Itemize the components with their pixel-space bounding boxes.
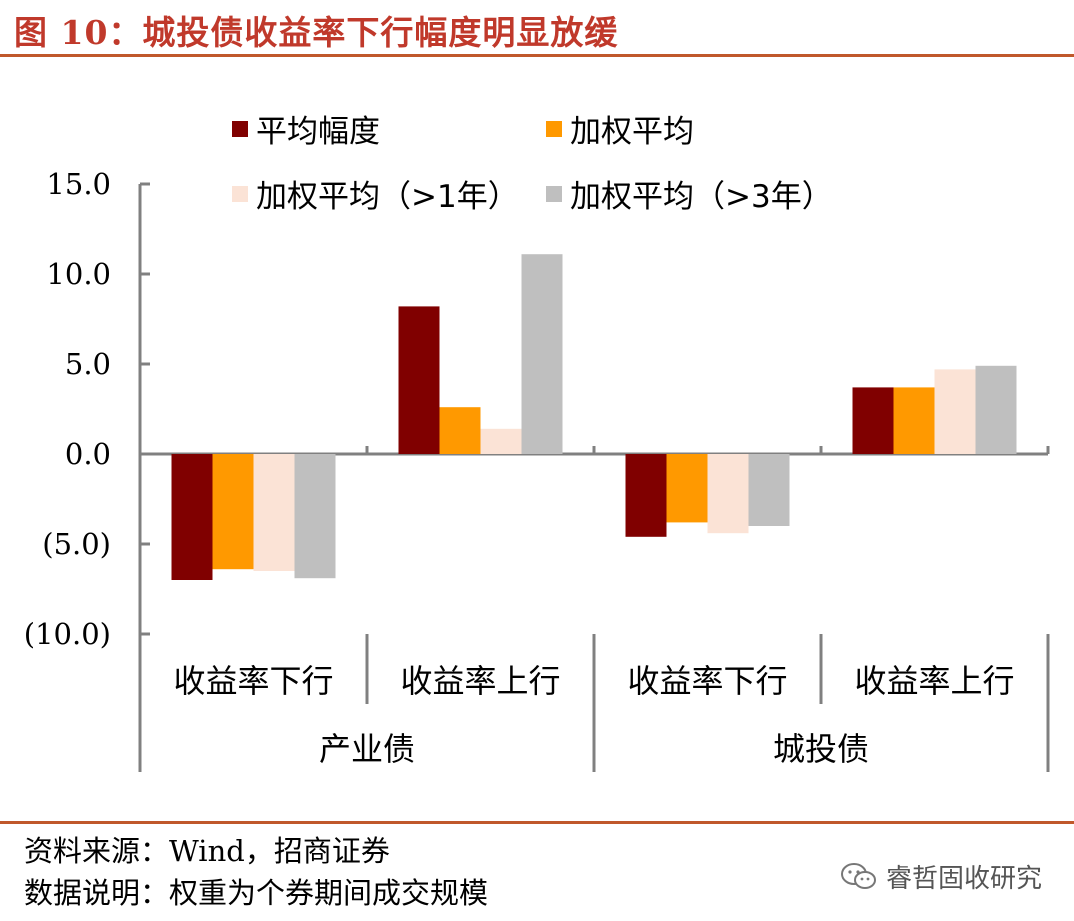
bar [893,387,935,454]
x-category-label: 收益率下行 [627,662,787,700]
bar [852,387,894,454]
legend-label: 平均幅度 [256,114,380,150]
legend-label: 加权平均（>3年） [570,179,833,215]
source-note: 资料来源：Wind，招商证券 [24,834,390,868]
x-category-label: 收益率上行 [854,662,1014,700]
top-rule [0,54,1074,57]
x-group-label: 城投债 [773,730,869,768]
bar [480,428,522,454]
watermark-text: 睿哲固收研究 [886,864,1043,894]
legend-label: 加权平均（>1年） [256,179,519,215]
bar [212,454,254,570]
x-category-label: 收益率上行 [400,662,560,700]
bar [707,454,749,534]
bar [975,365,1017,454]
bar [171,454,213,580]
bar [253,454,295,571]
bar [294,454,336,579]
chart-title: 图 10：城投债收益率下行幅度明显放缓 [14,13,619,52]
bar [934,369,976,454]
bar [521,254,563,454]
y-tick-label: 0.0 [65,437,111,471]
x-group-label: 产业债 [319,730,415,768]
bar [748,454,790,526]
bar [625,454,667,537]
legend-swatch [232,121,248,137]
bottom-rule [0,821,1074,824]
legend-swatch [546,186,562,202]
bar [398,306,440,454]
y-tick-label: 5.0 [65,347,111,381]
y-tick-label: (5.0) [42,527,111,561]
y-tick-label: (10.0) [24,617,111,651]
watermark: 睿哲固收研究 [840,858,1042,895]
bar [439,407,481,454]
x-category-label: 收益率下行 [173,662,333,700]
y-tick-label: 15.0 [46,167,111,201]
legend-swatch [232,186,248,202]
legend-swatch [546,121,562,137]
y-tick-label: 10.0 [46,257,111,291]
legend-label: 加权平均 [570,114,694,150]
bar-chart: (10.0) (5.0) 0.0 5.0 10.0 15.0 收益率下行 收益率上行 收益率下行… [24,114,1050,772]
wechat-icon [841,862,876,889]
bar [666,454,708,523]
data-note: 数据说明：权重为个券期间成交规模 [24,876,489,910]
